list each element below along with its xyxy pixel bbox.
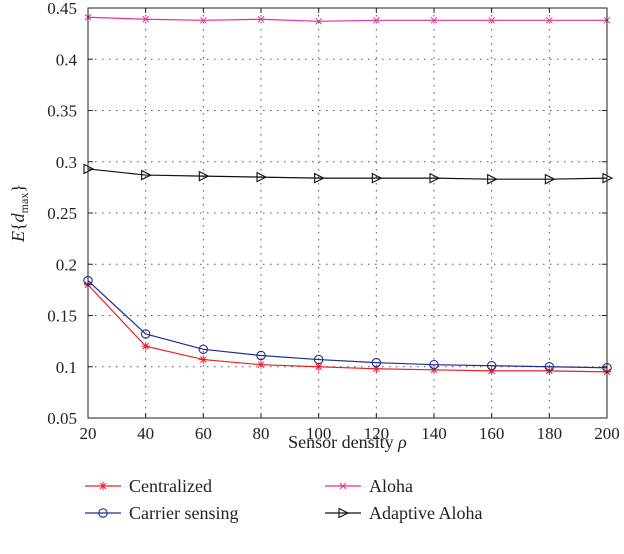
data-point — [487, 173, 498, 185]
axis-ticks: 20 40 60 80 100 120 140 160 180 200 0.05 0.1 0.15 0.2… — [47, 0, 620, 443]
data-point — [544, 173, 556, 185]
x-tick-label: 180 — [537, 424, 563, 443]
data-point — [257, 15, 265, 23]
y-tick-label: 0.45 — [47, 0, 77, 18]
legend-label: Centralized — [129, 476, 212, 496]
y-tick-label: 0.3 — [56, 153, 77, 172]
series-aloha — [84, 13, 611, 25]
data-point — [486, 360, 497, 371]
series-line — [87, 16, 607, 22]
series-layer — [83, 13, 614, 377]
legend-item-adaptive-aloha: Adaptive Aloha — [325, 503, 482, 523]
legend-item-carrier-sensing: Carrier sensing — [85, 503, 238, 523]
y-tick-label: 0.2 — [56, 255, 77, 274]
data-point — [142, 15, 150, 23]
data-point — [198, 170, 210, 182]
data-point — [198, 344, 209, 355]
x-tick-label: 40 — [137, 424, 154, 443]
data-point — [429, 172, 441, 184]
y-tick-label: 0.15 — [47, 307, 77, 326]
y-tick-label: 0.25 — [47, 204, 77, 223]
data-point — [314, 172, 325, 184]
series-line — [87, 280, 608, 369]
data-point — [338, 507, 350, 519]
x-axis-label: Sensor density ρ — [288, 432, 407, 452]
data-point — [339, 482, 347, 490]
data-point — [98, 481, 108, 491]
series-carrier-sensing — [83, 275, 612, 373]
data-point — [256, 171, 268, 183]
y-tick-label: 0.1 — [56, 358, 77, 377]
data-point — [372, 16, 380, 24]
series-adaptive-aloha — [83, 163, 614, 185]
x-tick-label: 80 — [253, 424, 270, 443]
data-point — [98, 508, 108, 518]
series-line — [87, 284, 608, 373]
data-point — [544, 361, 555, 372]
x-tick-label: 60 — [195, 424, 212, 443]
y-tick-label: 0.35 — [47, 102, 77, 121]
x-tick-label: 140 — [421, 424, 447, 443]
legend-label: Aloha — [369, 476, 413, 496]
data-point — [256, 360, 266, 369]
legend-label: Carrier sensing — [129, 503, 238, 523]
legend-item-aloha: Aloha — [325, 476, 413, 496]
y-tick-label: 0.05 — [47, 409, 77, 428]
y-axis-title-text: E{dmax} — [8, 184, 31, 243]
series-line — [87, 168, 608, 180]
data-point — [429, 359, 439, 370]
data-point — [199, 16, 207, 24]
legend: Centralized Carrier sensing Aloha Adaptive … — [85, 476, 482, 523]
data-point — [315, 17, 323, 25]
data-point — [429, 365, 439, 375]
data-point — [141, 342, 150, 351]
x-tick-label: 200 — [594, 424, 620, 443]
data-point — [256, 350, 266, 361]
data-point — [371, 172, 383, 184]
data-point — [313, 354, 324, 365]
x-tick-label: 20 — [80, 424, 97, 443]
y-tick-label: 0.4 — [56, 50, 78, 69]
x-tick-label: 100 — [306, 424, 332, 443]
x-tick-label: 120 — [364, 424, 390, 443]
data-point — [430, 16, 438, 24]
grid-lines — [88, 8, 607, 418]
data-point — [487, 366, 496, 376]
x-tick-label: 160 — [479, 424, 505, 443]
data-point — [199, 355, 208, 364]
data-point — [141, 169, 152, 181]
series-centralized — [83, 280, 612, 377]
data-point — [488, 16, 496, 24]
legend-item-centralized: Centralized — [85, 476, 212, 496]
data-point — [371, 357, 382, 368]
data-point — [140, 329, 151, 339]
legend-label: Adaptive Aloha — [369, 503, 482, 523]
data-point — [545, 16, 553, 24]
y-axis-label: E{dmax} — [8, 184, 31, 243]
